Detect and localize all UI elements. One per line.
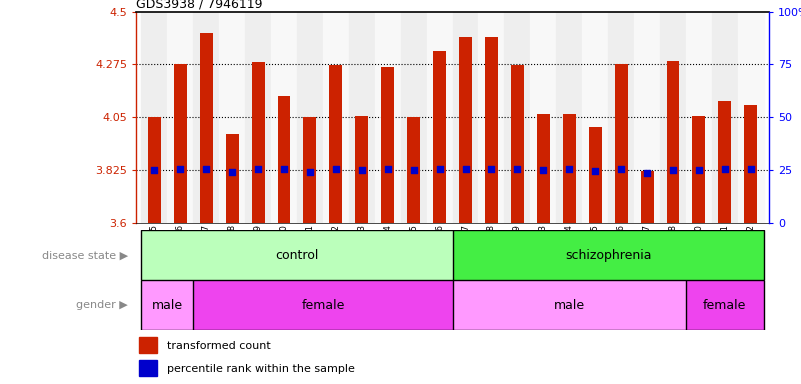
Bar — [148, 117, 161, 223]
Bar — [686, 280, 764, 330]
Bar — [167, 12, 193, 223]
Point — [148, 167, 161, 173]
Bar — [356, 116, 368, 223]
Bar — [139, 337, 157, 353]
Bar — [478, 12, 505, 223]
Bar — [459, 37, 472, 223]
Bar — [537, 114, 549, 223]
Point — [278, 166, 291, 172]
Bar — [277, 96, 291, 223]
Point — [614, 166, 627, 172]
Bar — [219, 12, 245, 223]
Text: disease state ▶: disease state ▶ — [42, 250, 128, 260]
Point — [485, 166, 498, 172]
Bar — [589, 126, 602, 223]
Bar — [453, 12, 478, 223]
Text: male: male — [553, 299, 585, 312]
Bar — [193, 12, 219, 223]
Bar — [582, 12, 608, 223]
Text: transformed count: transformed count — [167, 341, 270, 351]
Point — [511, 166, 524, 172]
Text: control: control — [276, 249, 319, 262]
Bar — [226, 134, 239, 223]
Bar — [297, 12, 323, 223]
Text: male: male — [151, 299, 183, 312]
Text: gender ▶: gender ▶ — [76, 300, 128, 310]
Point — [433, 166, 446, 172]
Bar — [348, 12, 375, 223]
Point — [356, 167, 368, 173]
Text: schizophrenia: schizophrenia — [565, 249, 651, 262]
Bar — [712, 12, 738, 223]
Bar — [400, 12, 427, 223]
Point — [226, 169, 239, 175]
Bar — [666, 61, 679, 223]
Text: GDS3938 / 7946119: GDS3938 / 7946119 — [136, 0, 263, 10]
Point — [589, 168, 602, 174]
Bar — [744, 105, 757, 223]
Bar — [245, 12, 271, 223]
Text: percentile rank within the sample: percentile rank within the sample — [167, 364, 354, 374]
Point — [666, 167, 679, 173]
Bar — [563, 114, 576, 223]
Bar — [453, 230, 764, 280]
Text: female: female — [301, 299, 344, 312]
Point — [563, 166, 576, 172]
Bar — [329, 66, 342, 223]
Point — [381, 166, 394, 172]
Point — [693, 167, 706, 173]
Point — [718, 166, 731, 172]
Bar — [738, 12, 764, 223]
Text: female: female — [703, 299, 747, 312]
Bar — [641, 171, 654, 223]
Bar — [505, 12, 530, 223]
Point — [641, 170, 654, 177]
Bar — [141, 230, 453, 280]
Bar — [271, 12, 297, 223]
Bar — [686, 12, 712, 223]
Point — [744, 166, 757, 172]
Bar — [614, 64, 628, 223]
Bar — [199, 33, 213, 223]
Bar — [608, 12, 634, 223]
Bar — [375, 12, 400, 223]
Bar — [252, 62, 264, 223]
Bar — [141, 12, 167, 223]
Bar — [193, 280, 453, 330]
Bar — [407, 117, 421, 223]
Bar — [453, 280, 686, 330]
Point — [537, 167, 549, 173]
Bar — [174, 64, 187, 223]
Point — [199, 166, 212, 172]
Point — [459, 166, 472, 172]
Bar — [557, 12, 582, 223]
Bar — [511, 66, 524, 223]
Bar — [139, 360, 157, 376]
Bar — [381, 67, 394, 223]
Bar — [304, 117, 316, 223]
Point — [252, 166, 264, 172]
Bar — [323, 12, 348, 223]
Bar — [660, 12, 686, 223]
Point — [174, 166, 187, 172]
Bar — [427, 12, 453, 223]
Bar — [692, 116, 706, 223]
Bar — [433, 51, 446, 223]
Bar — [718, 101, 731, 223]
Bar — [141, 280, 193, 330]
Point — [329, 166, 342, 172]
Point — [304, 169, 316, 175]
Bar — [530, 12, 557, 223]
Point — [407, 167, 420, 173]
Bar — [485, 37, 498, 223]
Bar — [634, 12, 660, 223]
